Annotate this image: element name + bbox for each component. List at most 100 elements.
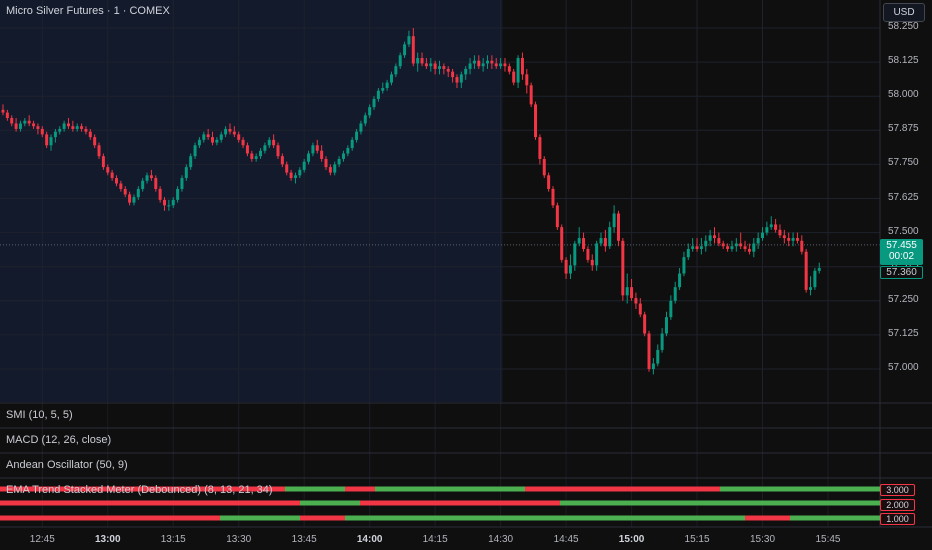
candle-body: [49, 137, 53, 146]
candle-body: [80, 126, 84, 129]
candle-body: [446, 68, 450, 72]
candle-body: [32, 123, 36, 127]
current-price-tag: 57.455 00:02: [880, 239, 923, 265]
symbol-title[interactable]: Micro Silver Futures · 1 · COMEX: [6, 5, 170, 17]
candle-body: [416, 58, 420, 64]
andean-indicator-label[interactable]: Andean Oscillator (50, 9): [6, 459, 128, 471]
ema-meter-indicator-label[interactable]: EMA Trend Stacked Meter (Debounced) (8, …: [6, 484, 273, 496]
candle-body: [481, 63, 485, 67]
candle-body: [494, 63, 498, 67]
candle-body: [691, 246, 695, 249]
candle-body: [333, 164, 337, 173]
meter-row-1-segment: [220, 515, 300, 521]
candle-body: [800, 240, 804, 252]
candle-body: [625, 287, 629, 296]
candle-body: [616, 213, 620, 241]
candle-body: [285, 164, 289, 173]
candle-body: [23, 120, 27, 124]
candle-body: [765, 227, 769, 233]
candle-body: [293, 175, 297, 179]
candle-body: [355, 131, 359, 140]
candle-body: [219, 134, 223, 140]
meter-row-1-segment: [0, 515, 220, 521]
meter-row-1-segment: [790, 515, 880, 521]
candle-body: [612, 213, 616, 228]
candle-body: [385, 82, 389, 89]
candle-body: [272, 139, 276, 146]
time-tick-label: 14:00: [356, 534, 383, 545]
candle-body: [647, 333, 651, 369]
candle-body: [307, 153, 311, 162]
candle-body: [555, 205, 559, 228]
candle-body: [529, 85, 533, 105]
candle-body: [455, 77, 459, 83]
candle-body: [71, 126, 75, 129]
candle-body: [721, 243, 725, 247]
candle-body: [595, 243, 599, 266]
candle-body: [582, 238, 586, 249]
candle-body: [123, 188, 127, 195]
candle-body: [686, 248, 690, 258]
candle-body: [682, 257, 686, 274]
price-tick-label: 57.375: [888, 260, 919, 271]
candle-body: [472, 60, 476, 64]
meter-row-2-segment: [560, 500, 880, 506]
time-tick-label: 13:15: [160, 534, 186, 545]
candle-body: [141, 180, 145, 189]
candle-body: [394, 66, 398, 75]
candle-body: [110, 172, 114, 179]
candle-body: [189, 156, 193, 168]
candle-body: [1, 109, 5, 113]
candle-body: [804, 251, 808, 290]
meter-row-2-segment: [360, 500, 560, 506]
candle-body: [678, 273, 682, 288]
meter-row-3-segment: [525, 486, 545, 492]
meter-row-1-segment: [745, 515, 790, 521]
meter-row-3-segment: [345, 486, 375, 492]
price-tick-label: 57.000: [888, 362, 919, 373]
macd-indicator-label[interactable]: MACD (12, 26, close): [6, 434, 112, 446]
candle-body: [93, 137, 97, 146]
candle-body: [669, 300, 673, 318]
bar-countdown: 00:02: [888, 251, 915, 262]
candle-body: [14, 123, 18, 129]
candle-body: [573, 243, 577, 266]
time-tick-label: 14:15: [422, 534, 448, 545]
candle-body: [778, 229, 782, 236]
candle-body: [542, 158, 546, 176]
candle-body: [516, 58, 520, 83]
candle-body: [228, 128, 232, 132]
candle-body: [114, 178, 118, 184]
price-tick-label: 57.125: [888, 327, 919, 339]
meter-row-1-segment: [345, 515, 745, 521]
candle-body: [254, 156, 258, 159]
meter-row-3-segment: [720, 486, 880, 492]
candle-body: [263, 145, 267, 151]
candle-body: [656, 349, 660, 364]
candle-body: [40, 128, 44, 135]
candle-body: [643, 314, 647, 334]
candle-body: [673, 287, 677, 301]
candle-body: [88, 131, 92, 138]
candle-body: [747, 248, 751, 252]
candle-body: [289, 172, 293, 179]
candle-body: [638, 303, 642, 315]
candle-body: [451, 71, 455, 78]
candle-body: [486, 60, 490, 64]
candle-body: [407, 36, 411, 45]
meter-row-2-segment: [300, 500, 360, 506]
currency-button[interactable]: USD: [883, 3, 925, 22]
time-tick-label: 15:45: [815, 534, 841, 545]
smi-indicator-label[interactable]: SMI (10, 5, 5): [6, 409, 73, 421]
candle-body: [621, 240, 625, 296]
candle-body: [320, 150, 324, 159]
current-price-value: 57.455: [886, 240, 917, 251]
candle-body: [250, 153, 254, 159]
candle-body: [651, 363, 655, 369]
session-shading: [0, 0, 503, 402]
candle-body: [403, 44, 407, 56]
candle-body: [512, 71, 516, 83]
candle-body: [45, 134, 49, 146]
